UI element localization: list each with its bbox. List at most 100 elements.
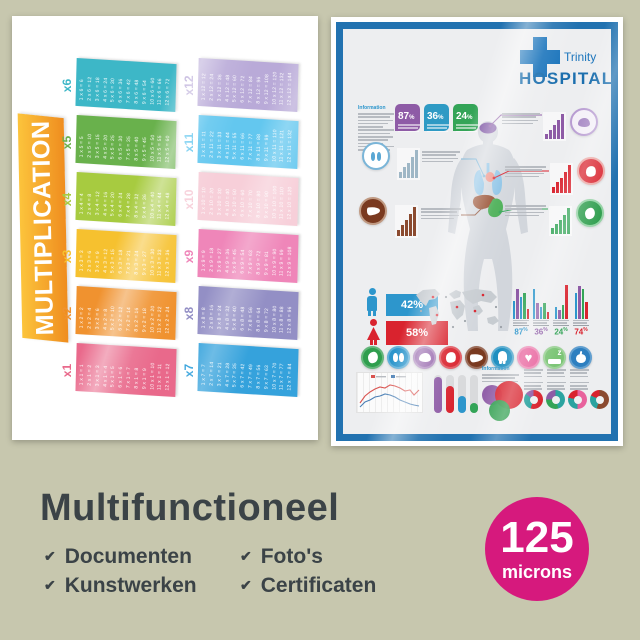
brain-organ [479, 122, 497, 134]
organ-icon-row: ♥ z [361, 346, 592, 369]
heart-icon: ♥ [524, 350, 533, 365]
liver-icon [366, 206, 380, 216]
information-heading: Information [482, 366, 510, 372]
heart-circle: ♥ [517, 346, 540, 369]
mini-bar-chart [395, 205, 418, 238]
times-table-x10: x10 1 x 10 = 10 2 x 10 = 20 3 x 10 = 30 4 x … [182, 172, 299, 227]
sleep-icon: z [547, 348, 562, 365]
heart-organ-icon [577, 157, 605, 185]
rounded-bar [446, 375, 454, 413]
mini-bar-chart [550, 163, 573, 195]
donut-chart [568, 390, 587, 409]
feature-label: Documenten [64, 544, 192, 568]
placeholder-text-lines [524, 369, 543, 379]
hospital-poster-frame: Trinity HOSPITAL Information 87% 36% 24% 4… [336, 22, 618, 441]
feature-label: Certificaten [260, 573, 377, 597]
times-table-label: x12 [182, 75, 196, 96]
tooth-circle [491, 346, 514, 369]
lung-left [474, 170, 484, 195]
times-table-label: x10 [182, 189, 196, 210]
feature-label: Foto's [260, 544, 323, 568]
bubble-green [489, 400, 510, 421]
times-table-facts: 1 x 11 = 11 2 x 11 = 22 3 x 11 = 33 4 x 11 … [197, 115, 299, 170]
times-table-x11: x11 1 x 11 = 11 2 x 11 = 22 3 x 11 = 33 4 x … [182, 115, 299, 170]
feature-list: ✔ Documenten ✔ Kunstwerken ✔ Foto's ✔ Certifica… [44, 542, 436, 600]
hospital-cross-icon [520, 37, 560, 77]
times-table-label: x7 [182, 363, 196, 378]
lungs-circle [387, 346, 410, 369]
stat-tile: 36% [424, 104, 449, 133]
feature-item: ✔ Foto's [240, 542, 436, 571]
feature-label: Kunstwerken [64, 573, 197, 597]
times-table-facts: 1 x 12 = 12 2 x 12 = 24 3 x 12 = 36 4 x 12 … [197, 58, 299, 113]
rounded-bar [458, 375, 466, 413]
stat-tiles: 87% 36% 24% [395, 104, 478, 133]
placeholder-text-lines [524, 381, 543, 392]
bar-group-24: 24% [553, 285, 569, 336]
badge-value: 125 [500, 512, 574, 562]
rounded-bar [434, 375, 442, 413]
stat-tile: 24% [453, 104, 478, 133]
lung-right [492, 170, 502, 195]
liver-icon [469, 352, 484, 363]
world-map [416, 289, 503, 329]
hospital-poster-content: Trinity HOSPITAL Information 87% 36% 24% 4… [343, 29, 611, 434]
lungs-icon [362, 142, 390, 170]
times-table-label: x2 [60, 306, 74, 321]
times-table-label: x4 [60, 192, 74, 207]
placeholder-text-lines [547, 381, 566, 392]
feature-item: ✔ Certificaten [240, 571, 436, 600]
placeholder-text-lines [570, 369, 589, 379]
feature-item: ✔ Documenten [44, 542, 240, 571]
lungs-icon [393, 353, 404, 362]
donut-chart [524, 390, 543, 409]
rounded-bar-chart [434, 374, 478, 413]
donut-chart [546, 390, 565, 409]
stomach-icon [366, 351, 379, 364]
text-block-grid [524, 369, 589, 392]
times-table-label: x5 [60, 135, 74, 150]
bar-group-87: 87% [512, 285, 530, 336]
placeholder-text-lines [482, 374, 519, 383]
placeholder-text-lines [547, 369, 566, 379]
placeholder-text-lines [422, 151, 460, 164]
apple-circle [569, 346, 592, 369]
times-table-label: x8 [182, 306, 196, 321]
times-table-label: x11 [182, 132, 196, 153]
check-icon: ✔ [44, 577, 56, 593]
check-icon: ✔ [44, 548, 56, 564]
times-table-x12: x12 1 x 12 = 12 2 x 12 = 24 3 x 12 = 36 4 x … [182, 58, 299, 113]
stomach-icon [583, 206, 597, 220]
mini-bar-chart [549, 206, 572, 236]
feature-item: ✔ Kunstwerken [44, 571, 240, 600]
times-table-label: x9 [182, 249, 196, 264]
times-table-label: x3 [60, 249, 74, 264]
information-heading: Information [358, 105, 386, 111]
bar-group-36: 36% [532, 285, 550, 336]
mini-bar-chart [543, 112, 566, 141]
badge-unit: microns [501, 561, 573, 582]
sleep-circle: z [543, 346, 566, 369]
hospital-poster: Trinity HOSPITAL Information 87% 36% 24% 4… [331, 17, 623, 446]
placeholder-text-lines [570, 381, 589, 392]
brand-name: Trinity [564, 50, 597, 64]
stomach-circle [361, 346, 384, 369]
check-icon: ✔ [240, 577, 252, 593]
